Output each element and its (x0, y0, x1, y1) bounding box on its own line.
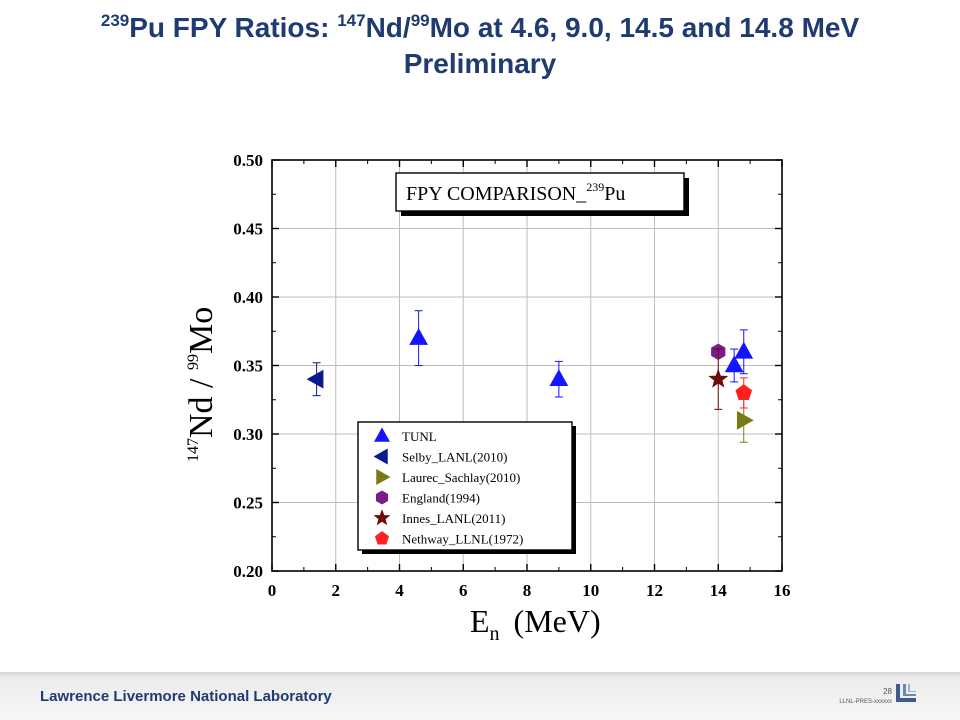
llnl-logo-icon (896, 684, 916, 702)
chart-title-box: FPY COMPARISON_239Pu (395, 172, 689, 216)
x-tick-labels: 0 2 4 6 8 10 12 14 16 (268, 581, 791, 600)
data-point-triangle-up (549, 369, 569, 386)
x-tick-label: 6 (459, 581, 468, 600)
y-label-mass1: 147 (185, 438, 202, 462)
y-tick-label: 0.35 (233, 357, 263, 376)
title-mo-text: Mo at 4.6, 9.0, 14.5 and 14.8 MeV (429, 12, 860, 43)
y-tick-label: 0.50 (233, 151, 263, 170)
x-tick-label: 8 (523, 581, 532, 600)
title-box-element: Pu (604, 183, 625, 205)
fpy-ratio-chart: 0 2 4 6 8 10 12 14 16 0.200.250.300.350.400.450.… (183, 151, 791, 645)
document-code: LLNL-PRES-xxxxxx (839, 699, 892, 705)
legend-label: England(1994) (402, 491, 480, 506)
y-tick-label: 0.30 (233, 425, 263, 444)
data-point-star (708, 368, 729, 388)
slide-title-line2: Preliminary (403, 48, 557, 79)
legend-label: Nethway_LLNL(1972) (402, 532, 523, 547)
y-tick-label: 0.45 (233, 220, 263, 239)
mo-mass-number: 99 (410, 11, 430, 30)
title-box-text: FPY COMPARISON_239Pu (406, 180, 625, 205)
data-point-triangle-left (306, 369, 324, 389)
nd-mass-number: 147 (337, 11, 366, 30)
legend-label: Selby_LANL(2010) (402, 450, 507, 465)
legend-marker-hexagon (375, 490, 389, 505)
legend-marker-pentagon (374, 531, 390, 545)
data-point-pentagon (735, 384, 753, 400)
legend-items: TUNL Selby_LANL(2010) Laurec_Sachlay(2010)… (373, 427, 523, 547)
x-tick-label: 10 (582, 581, 599, 600)
y-label-mass2: 99 (185, 354, 202, 370)
y-label-nd: Nd / (183, 370, 220, 438)
data-point-triangle-right (736, 410, 754, 430)
y-tick-label: 0.20 (233, 562, 263, 581)
data-point-triangle-up (409, 328, 429, 345)
x-tick-label: 12 (646, 581, 663, 600)
y-tick-label: 0.25 (233, 494, 263, 513)
data-point-triangle-up (724, 355, 744, 373)
legend-label: TUNL (402, 429, 437, 444)
x-tick-label: 2 (332, 581, 341, 600)
title-pu-text: Pu FPY Ratios: (129, 12, 338, 43)
y-label-mo: Mo (183, 307, 220, 354)
title-box-frame (395, 172, 685, 212)
slide-title-line1: 239Pu FPY Ratios: 147Nd/99Mo at 4.6, 9.0… (0, 10, 960, 46)
x-label-sub: n (490, 623, 500, 645)
x-tick-label: 16 (774, 581, 791, 600)
footer-lab-name: Lawrence Livermore National Laboratory (40, 688, 332, 705)
slide-title: 239Pu FPY Ratios: 147Nd/99Mo at 4.6, 9.0… (0, 10, 960, 82)
legend-marker-triangle-up (374, 427, 390, 442)
title-box-main: FPY COMPARISON_ (406, 183, 587, 205)
y-tick-label: 0.40 (233, 288, 263, 307)
footer-band (0, 672, 960, 720)
legend-label: Innes_LANL(2011) (402, 511, 506, 526)
data-point-triangle-up (734, 341, 754, 359)
y-tick-labels: 0.20 0.25 0.30 0.35 0.40 0.45 0.50 (233, 151, 263, 581)
page-number: 28 (883, 687, 892, 696)
x-label-main: E (470, 603, 490, 639)
legend-marker-star (373, 509, 391, 526)
title-box-mass: 239 (586, 180, 604, 194)
x-axis-label: En (MeV) (470, 603, 601, 645)
legend-marker-triangle-left (373, 448, 388, 465)
x-tick-label: 0 (268, 581, 277, 600)
legend-frame (357, 421, 573, 551)
title-nd-text: Nd/ (365, 12, 411, 43)
data-points (306, 310, 754, 443)
x-tick-label: 14 (710, 581, 728, 600)
x-tick-label: 4 (395, 581, 404, 600)
legend-marker-triangle-right (376, 469, 391, 485)
x-label-unit: (MeV) (514, 603, 601, 639)
axis-ticks (271, 159, 783, 572)
legend-label: Laurec_Sachlay(2010) (402, 470, 520, 485)
pu-mass-number: 239 (100, 11, 130, 30)
legend: TUNL Selby_LANL(2010) Laurec_Sachlay(2010)… (357, 421, 576, 554)
y-axis-label: 147Nd / 99Mo (183, 307, 220, 462)
